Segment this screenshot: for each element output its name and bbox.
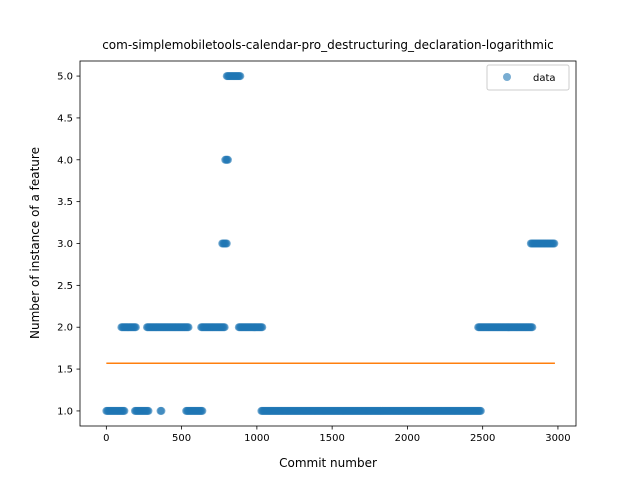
data-point [144,406,153,415]
data-point [258,323,267,332]
data-point [223,155,232,164]
y-tick-label: 3.5 [57,197,73,208]
data-point [528,323,537,332]
x-tick-label: 2000 [395,433,420,444]
axes: 0 500 1000 1500 2000 2500 3000 1.0 1.5 2.0 2.5 3.0 3… [57,60,577,444]
y-tick-label: 3.0 [57,239,73,250]
plot-area [102,72,559,415]
y-tick-label: 2.0 [57,323,73,334]
y-tick-label: 5.0 [57,72,73,83]
y-tick-label: 1.5 [57,365,73,376]
data-point [184,323,193,332]
legend: data [486,64,570,91]
data-point [157,406,166,415]
y-axis-title: Number of instance of a feature [28,147,42,339]
y-tick-label: 2.5 [57,281,73,292]
legend-frame [486,64,570,91]
x-axis-title: Commit number [279,456,377,470]
x-tick-label: 2500 [470,433,495,444]
data-point [131,323,140,332]
y-tick-label: 1.0 [57,406,73,417]
data-point [120,406,129,415]
chart-title: com-simplemobiletools-calendar-pro_destr… [102,38,554,52]
data-point [476,406,485,415]
data-point [220,323,229,332]
y-tick-label: 4.0 [57,155,73,166]
data-point [198,406,207,415]
legend-marker-data [503,73,511,81]
data-point [236,72,245,81]
y-tick-label: 4.5 [57,113,73,124]
data-point [550,239,559,248]
x-tick-label: 3000 [545,433,570,444]
x-tick-label: 0 [103,433,109,444]
legend-label-data: data [533,73,556,84]
x-tick-label: 1500 [319,433,344,444]
x-tick-label: 1000 [244,433,269,444]
data-point [222,239,231,248]
x-tick-label: 500 [172,433,191,444]
